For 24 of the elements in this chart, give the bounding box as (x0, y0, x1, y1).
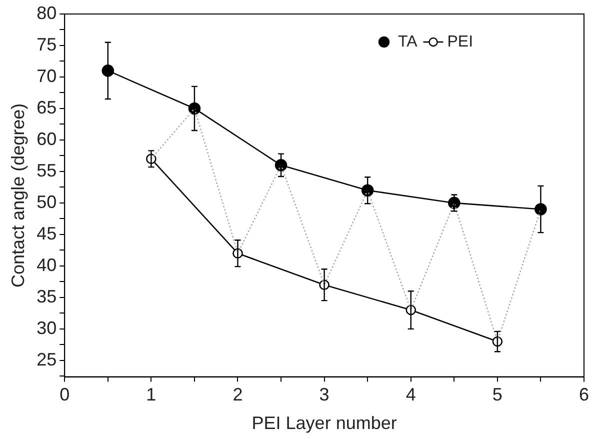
y-tick-label: 55 (36, 160, 57, 180)
x-tick-label: 4 (406, 384, 416, 405)
y-tick-label: 60 (36, 128, 57, 149)
y-tick-label: 25 (36, 349, 57, 370)
y-tick-label: 65 (36, 97, 57, 118)
x-tick-label: 0 (60, 384, 70, 405)
y-tick-label: 80 (36, 2, 57, 23)
y-tick-label: 40 (36, 254, 57, 275)
x-tick-label: 2 (232, 384, 243, 405)
legend-label: TA (398, 33, 418, 50)
x-tick-label: 1 (146, 384, 156, 405)
y-tick-label: 45 (36, 223, 57, 244)
y-tick-label: 50 (36, 192, 57, 212)
x-tick-label: 3 (319, 384, 330, 405)
x-tick-label: 6 (578, 384, 589, 405)
x-axis-title: PEI Layer number (252, 413, 397, 434)
y-tick-label: 30 (36, 318, 57, 338)
y-axis-title: Contact angle (degree) (8, 103, 28, 288)
legend-label: PEI (447, 33, 474, 50)
y-tick-label: 35 (36, 286, 57, 306)
y-tick-label: 70 (36, 66, 57, 86)
y-tick-label: 75 (36, 34, 57, 54)
point (102, 64, 114, 77)
x-tick-label: 5 (492, 384, 502, 405)
